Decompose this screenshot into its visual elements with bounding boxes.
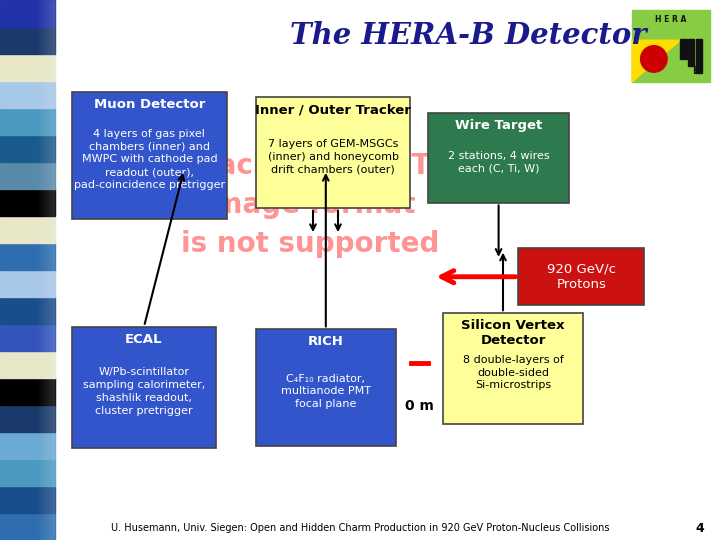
Circle shape bbox=[641, 46, 667, 72]
Bar bbox=[0, 486, 55, 513]
Bar bbox=[37, 0, 38, 540]
Bar bbox=[428, 113, 569, 202]
Text: The HERA-B Detector: The HERA-B Detector bbox=[290, 21, 647, 50]
Bar bbox=[0, 54, 55, 81]
Bar bbox=[0, 216, 55, 243]
Text: U. Husemann, Univ. Siegen: Open and Hidden Charm Production in 920 GeV Proton-Nu: U. Husemann, Univ. Siegen: Open and Hidd… bbox=[111, 523, 609, 533]
Bar bbox=[0, 378, 55, 405]
Bar bbox=[39, 0, 40, 540]
Text: 8 double-layers of
double-sided
Si-microstrips: 8 double-layers of double-sided Si-micro… bbox=[463, 355, 563, 390]
Bar bbox=[36, 0, 37, 540]
Bar bbox=[0, 324, 55, 351]
Bar bbox=[72, 92, 227, 219]
Bar bbox=[0, 189, 55, 216]
Text: C₄F₁₀ radiator,
multianode PMT
focal plane: C₄F₁₀ radiator, multianode PMT focal pla… bbox=[281, 374, 371, 409]
Text: H E R A: H E R A bbox=[655, 15, 687, 24]
Bar bbox=[0, 351, 55, 378]
Bar bbox=[696, 39, 702, 73]
Text: Inner / Outer Tracker: Inner / Outer Tracker bbox=[255, 103, 411, 116]
Bar bbox=[0, 162, 55, 189]
Bar bbox=[0, 432, 55, 459]
Bar bbox=[256, 97, 410, 208]
Bar bbox=[72, 327, 216, 448]
Text: RICH: RICH bbox=[308, 335, 343, 348]
Bar bbox=[0, 108, 55, 135]
Text: 2 stations, 4 wires
each (C, Ti, W): 2 stations, 4 wires each (C, Ti, W) bbox=[448, 151, 549, 173]
Text: Silicon Vertex
Detector: Silicon Vertex Detector bbox=[462, 319, 564, 347]
Text: Wire Target: Wire Target bbox=[455, 119, 542, 132]
Bar bbox=[46, 0, 47, 540]
Text: 4 layers of gas pixel
chambers (inner) and
MWPC with cathode pad
readout (outer): 4 layers of gas pixel chambers (inner) a… bbox=[74, 129, 225, 190]
Bar bbox=[443, 313, 583, 424]
Polygon shape bbox=[632, 40, 680, 82]
Bar bbox=[54, 0, 55, 540]
Bar bbox=[52, 0, 53, 540]
Bar bbox=[0, 81, 55, 108]
Bar bbox=[518, 248, 644, 305]
Bar bbox=[38, 0, 39, 540]
Text: B: B bbox=[692, 66, 700, 76]
Text: 920 GeV/c
Protons: 920 GeV/c Protons bbox=[547, 262, 616, 292]
Bar bbox=[0, 405, 55, 432]
Bar bbox=[0, 0, 55, 27]
Bar bbox=[44, 0, 45, 540]
Bar bbox=[0, 297, 55, 324]
Bar bbox=[49, 0, 50, 540]
Bar bbox=[680, 39, 687, 59]
Text: Muon Detector: Muon Detector bbox=[94, 98, 205, 111]
Bar bbox=[0, 459, 55, 486]
Bar bbox=[51, 0, 52, 540]
Bar bbox=[50, 0, 51, 540]
Bar bbox=[45, 0, 46, 540]
Bar bbox=[688, 39, 694, 66]
Bar bbox=[35, 0, 36, 540]
Text: Macintosh PICT
image format
is not supported: Macintosh PICT image format is not suppo… bbox=[181, 152, 439, 258]
Text: 0 m: 0 m bbox=[405, 399, 434, 413]
Text: 4: 4 bbox=[696, 522, 704, 535]
Bar bbox=[40, 0, 41, 540]
Bar bbox=[53, 0, 54, 540]
Bar bbox=[0, 27, 55, 54]
Bar bbox=[41, 0, 42, 540]
Bar bbox=[0, 135, 55, 162]
Text: ECAL: ECAL bbox=[125, 333, 163, 346]
Text: W/Pb-scintillator
sampling calorimeter,
shashlik readout,
cluster pretrigger: W/Pb-scintillator sampling calorimeter, … bbox=[83, 367, 205, 416]
Bar bbox=[256, 329, 396, 445]
Bar bbox=[632, 10, 710, 82]
Bar bbox=[0, 243, 55, 270]
Bar bbox=[0, 270, 55, 297]
Bar bbox=[42, 0, 43, 540]
Bar bbox=[43, 0, 44, 540]
Bar bbox=[0, 513, 55, 540]
Bar bbox=[48, 0, 49, 540]
Text: 7 layers of GEM-MSGCs
(inner) and honeycomb
drift chambers (outer): 7 layers of GEM-MSGCs (inner) and honeyc… bbox=[268, 139, 398, 174]
Bar bbox=[47, 0, 48, 540]
